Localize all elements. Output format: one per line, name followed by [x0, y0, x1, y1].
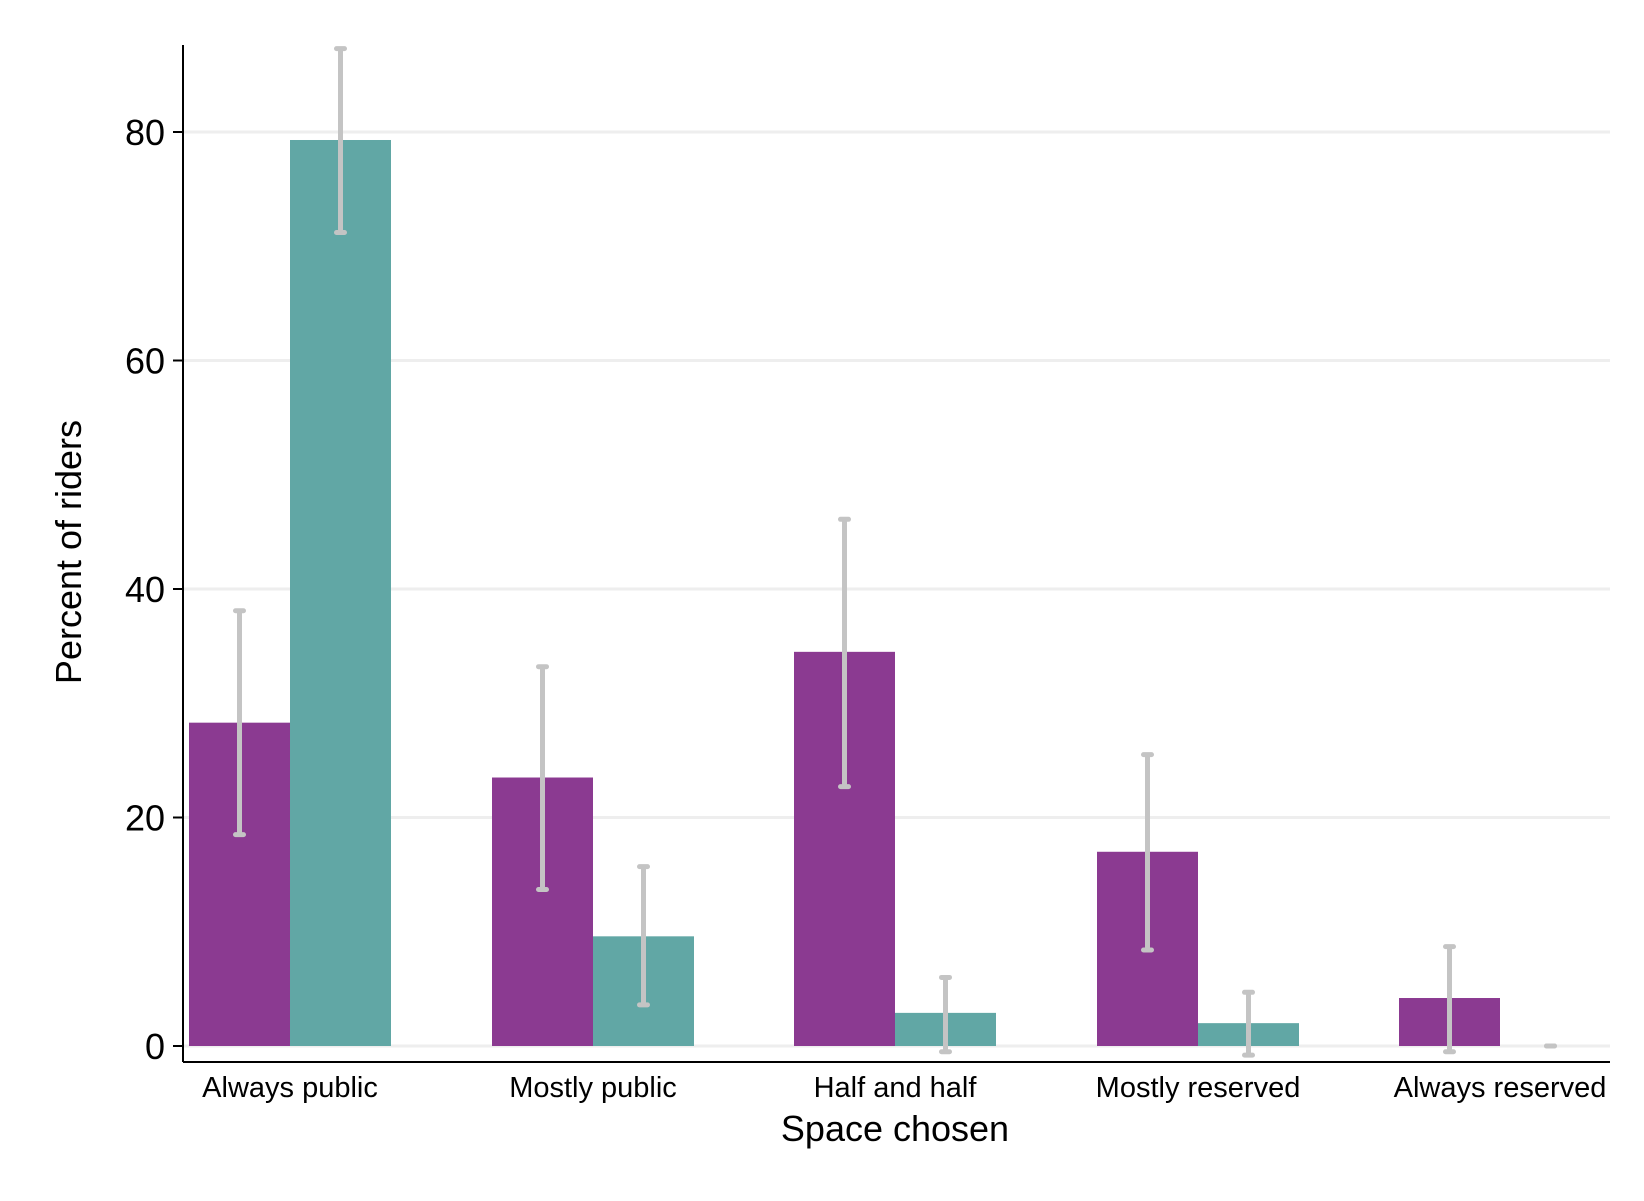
y-tick-label-20: 20	[125, 798, 165, 839]
x-tick-label-2: Half and half	[814, 1072, 978, 1104]
x-tick-label-4: Always reserved	[1394, 1072, 1607, 1104]
bars	[189, 139, 1500, 1046]
gridlines	[183, 130, 1610, 1048]
axes	[182, 45, 1610, 1063]
y-tick-label-0: 0	[145, 1026, 165, 1067]
bar-series2-0	[290, 139, 391, 1046]
x-tick-label-3: Mostly reserved	[1096, 1072, 1301, 1104]
y-tick-label-60: 60	[125, 341, 165, 382]
x-axis-title: Space chosen	[781, 1108, 1009, 1149]
y-ticks: 0 20 40 60 80	[125, 112, 183, 1067]
x-tick-label-1: Mostly public	[509, 1072, 677, 1104]
x-tick-label-0: Always public	[202, 1072, 378, 1104]
y-tick-label-80: 80	[125, 112, 165, 153]
y-axis-title: Percent of riders	[48, 420, 89, 684]
error-bars	[233, 46, 1557, 1058]
x-tick-labels: Always public Mostly public Half and half M…	[202, 1072, 1606, 1104]
y-tick-label-40: 40	[125, 569, 165, 610]
